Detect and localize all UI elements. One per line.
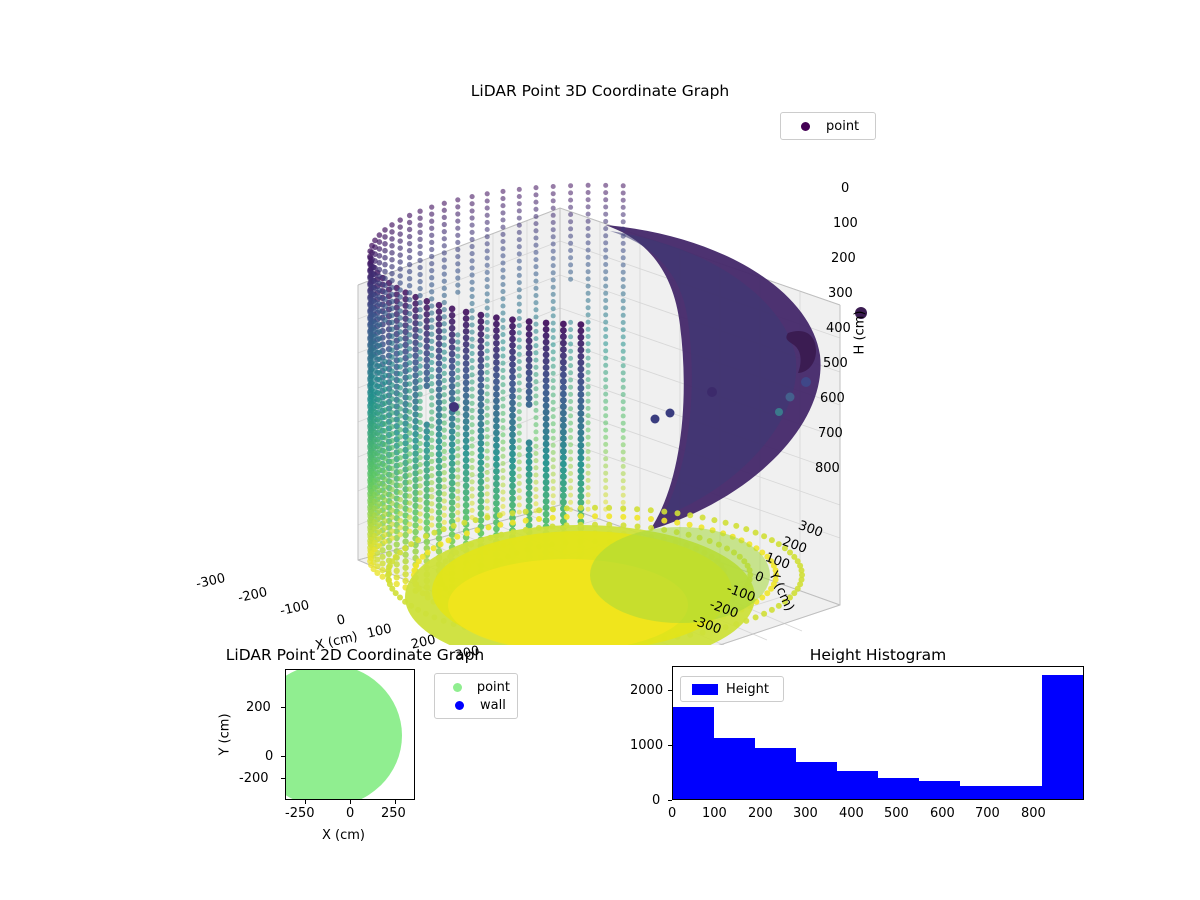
plot2d-ytick-m200: -200 (239, 771, 269, 786)
histogram-bar (837, 770, 878, 799)
point-cloud-3d (367, 182, 867, 645)
point-marker-icon (442, 682, 473, 692)
histogram-bar (960, 785, 1001, 799)
plot2d-legend[interactable]: point wall (434, 673, 518, 719)
ytick-mark-m200 (281, 778, 285, 779)
plot2d-xtick-0: 0 (346, 806, 355, 821)
legend-label-wall: wall (480, 697, 506, 713)
wall-marker-icon (442, 700, 476, 710)
ztick-100: 100 (833, 216, 858, 231)
xtick-mark-m250 (305, 800, 306, 804)
plot2d-xtick-m250: -250 (285, 806, 315, 821)
ztick-200: 200 (831, 251, 856, 266)
plot2d-xaxis-label: X (cm) (322, 828, 365, 843)
histogram-bar (755, 747, 796, 799)
plot2d-title: LiDAR Point 2D Coordinate Graph (225, 646, 485, 664)
xtick-mark-250 (395, 800, 396, 804)
legend-label-point: point (826, 118, 860, 134)
legend-label-point: point (476, 679, 510, 695)
histogram-bar (1042, 675, 1083, 799)
plot2d-xtick-250: 250 (381, 806, 406, 821)
histogram-ytick-0: 0 (652, 793, 661, 808)
histogram-bar (1001, 785, 1042, 799)
histogram-legend[interactable]: Height (680, 676, 784, 702)
ztick-500: 500 (823, 356, 848, 371)
histogram-xtick-500: 500 (884, 806, 909, 821)
ztick-800: 800 (815, 461, 840, 476)
ztick-300: 300 (828, 286, 853, 301)
histogram-bar (919, 781, 960, 799)
point-marker-icon (788, 121, 822, 131)
plot3d-axes: point (250, 105, 890, 645)
histogram-bar (878, 778, 919, 799)
plot2d-point-region (286, 670, 402, 799)
ytick-mark-2000 (668, 690, 672, 691)
plot3d-legend[interactable]: point (780, 112, 876, 140)
ztick-400: 400 (826, 321, 851, 336)
ytick-mark-200 (281, 707, 285, 708)
ztick-700: 700 (818, 426, 843, 441)
plot2d-axes[interactable] (285, 669, 415, 800)
plot2d-yaxis-label: Y (cm) (217, 713, 233, 756)
xtick-mark-0 (350, 800, 351, 804)
histogram-xtick-0: 0 (668, 806, 677, 821)
plot2d-ytick-0: 0 (265, 749, 274, 764)
histogram-ytick-1000: 1000 (630, 738, 664, 753)
plot3d-title: LiDAR Point 3D Coordinate Graph (470, 82, 730, 100)
histogram-xtick-400: 400 (839, 806, 864, 821)
xtick-m300: -300 (194, 570, 227, 593)
legend-item-wall[interactable]: wall (442, 696, 510, 714)
histogram-ytick-2000: 2000 (630, 683, 664, 698)
ytick-mark-0 (668, 800, 672, 801)
histogram-bars (673, 667, 1083, 799)
histogram-bar (673, 707, 714, 799)
histogram-title: Height Histogram (809, 646, 947, 664)
ytick-mark-0 (281, 756, 285, 757)
legend-label-height: Height (726, 681, 769, 697)
histogram-xtick-800: 800 (1021, 806, 1046, 821)
histogram-xtick-100: 100 (702, 806, 727, 821)
histogram-xtick-300: 300 (793, 806, 818, 821)
plot2d-ytick-200: 200 (246, 700, 271, 715)
legend-item-point[interactable]: point (442, 678, 510, 696)
height-bar-icon (688, 683, 722, 695)
ztick-600: 600 (820, 391, 845, 406)
histogram-xtick-200: 200 (748, 806, 773, 821)
ytick-mark-1000 (668, 745, 672, 746)
histogram-xtick-700: 700 (975, 806, 1000, 821)
plot3d-canvas (357, 182, 867, 645)
plot3d-zaxis-label: H (cm) (852, 310, 868, 355)
ztick-0: 0 (841, 181, 850, 196)
histogram-bar (796, 762, 837, 799)
legend-item-height[interactable]: Height (688, 681, 776, 697)
legend-item-point[interactable]: point (788, 117, 868, 135)
histogram-bar (714, 738, 755, 799)
histogram-xtick-600: 600 (930, 806, 955, 821)
